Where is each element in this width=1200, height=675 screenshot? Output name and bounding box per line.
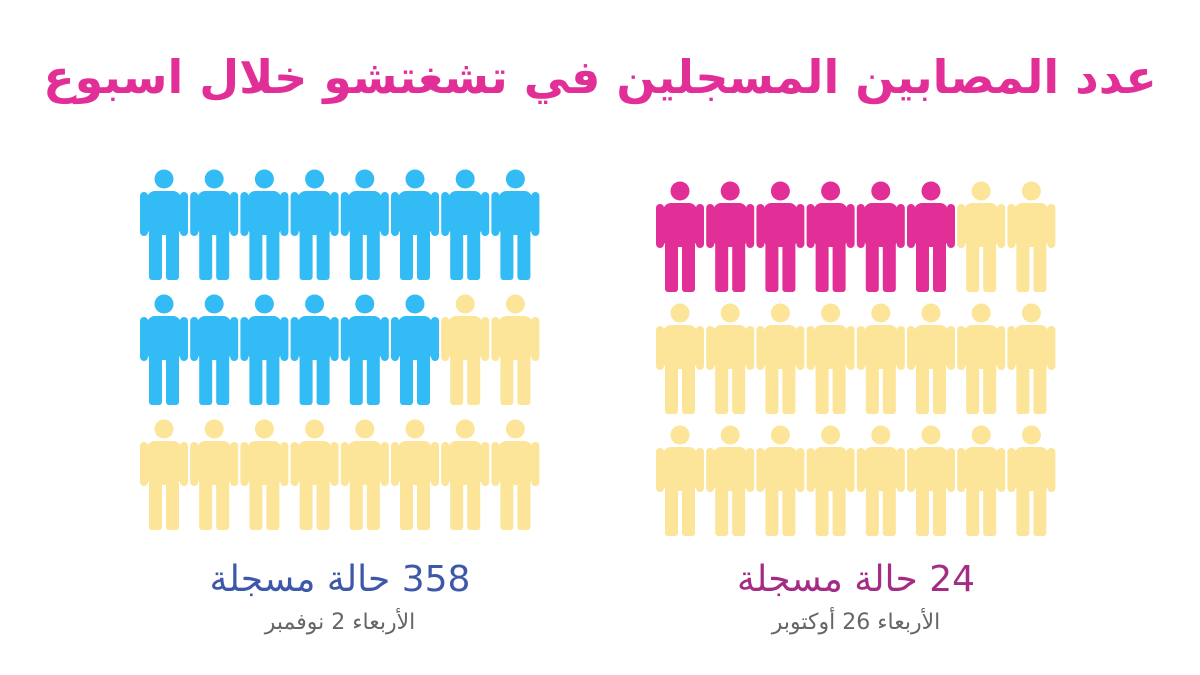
person-icon bbox=[756, 425, 805, 536]
person-icon-highlighted bbox=[240, 294, 289, 405]
person-icon-highlighted bbox=[391, 169, 439, 280]
chart-title: عدد المصابين المسجلين في تشغتشو خلال اسب… bbox=[43, 50, 1157, 104]
right-panel-count: 24 حالة مسجلة bbox=[736, 559, 976, 600]
person-icon bbox=[1007, 181, 1056, 292]
person-icon bbox=[391, 419, 439, 530]
person-icon-highlighted bbox=[907, 181, 955, 292]
person-icon bbox=[706, 425, 755, 536]
person-icon-highlighted bbox=[290, 294, 339, 405]
right-panel-date: الأربعاء 26 أوكتوبر bbox=[771, 610, 941, 635]
person-icon bbox=[656, 425, 704, 536]
person-icon-highlighted bbox=[140, 294, 188, 405]
person-icon-highlighted bbox=[441, 169, 490, 280]
person-icon bbox=[957, 181, 1006, 292]
person-icon bbox=[441, 294, 490, 405]
person-icon bbox=[656, 303, 704, 414]
person-icon bbox=[441, 419, 490, 530]
person-icon-highlighted bbox=[856, 181, 905, 292]
person-icon bbox=[491, 419, 540, 530]
person-icon-highlighted bbox=[290, 169, 339, 280]
person-icon bbox=[806, 425, 855, 536]
person-icon bbox=[907, 425, 955, 536]
person-icon bbox=[240, 419, 289, 530]
right-panel-icons bbox=[656, 181, 1056, 536]
person-icon bbox=[907, 303, 955, 414]
right-panel-caption: 24 حالة مسجلة الأربعاء 26 أوكتوبر bbox=[646, 556, 1066, 640]
person-icon bbox=[957, 425, 1006, 536]
person-icon bbox=[806, 303, 855, 414]
person-icon-highlighted bbox=[391, 294, 439, 405]
person-icon-highlighted bbox=[491, 169, 540, 280]
left-panel-date: الأربعاء 2 نوفمبر bbox=[264, 610, 416, 635]
person-icon-highlighted bbox=[340, 294, 389, 405]
person-icon bbox=[290, 419, 339, 530]
person-icon-highlighted bbox=[756, 181, 805, 292]
person-icon bbox=[140, 419, 188, 530]
left-panel-count: 358 حالة مسجلة bbox=[209, 559, 471, 600]
person-icon bbox=[190, 419, 239, 530]
person-icon-highlighted bbox=[140, 169, 188, 280]
person-icon bbox=[1007, 425, 1056, 536]
person-icon-highlighted bbox=[340, 169, 389, 280]
person-icon-highlighted bbox=[706, 181, 755, 292]
person-icon bbox=[856, 425, 905, 536]
person-icon-highlighted bbox=[656, 181, 704, 292]
person-icon bbox=[491, 294, 540, 405]
person-icon bbox=[1007, 303, 1056, 414]
person-icon bbox=[957, 303, 1006, 414]
person-icon-highlighted bbox=[806, 181, 855, 292]
person-icon bbox=[706, 303, 755, 414]
person-icon bbox=[756, 303, 805, 414]
person-icon-highlighted bbox=[240, 169, 289, 280]
left-panel-icons bbox=[140, 169, 540, 530]
person-icon bbox=[856, 303, 905, 414]
person-icon bbox=[340, 419, 389, 530]
person-icon-highlighted bbox=[190, 294, 239, 405]
left-panel-caption: 358 حالة مسجلة الأربعاء 2 نوفمبر bbox=[130, 556, 550, 640]
person-icon-highlighted bbox=[190, 169, 239, 280]
